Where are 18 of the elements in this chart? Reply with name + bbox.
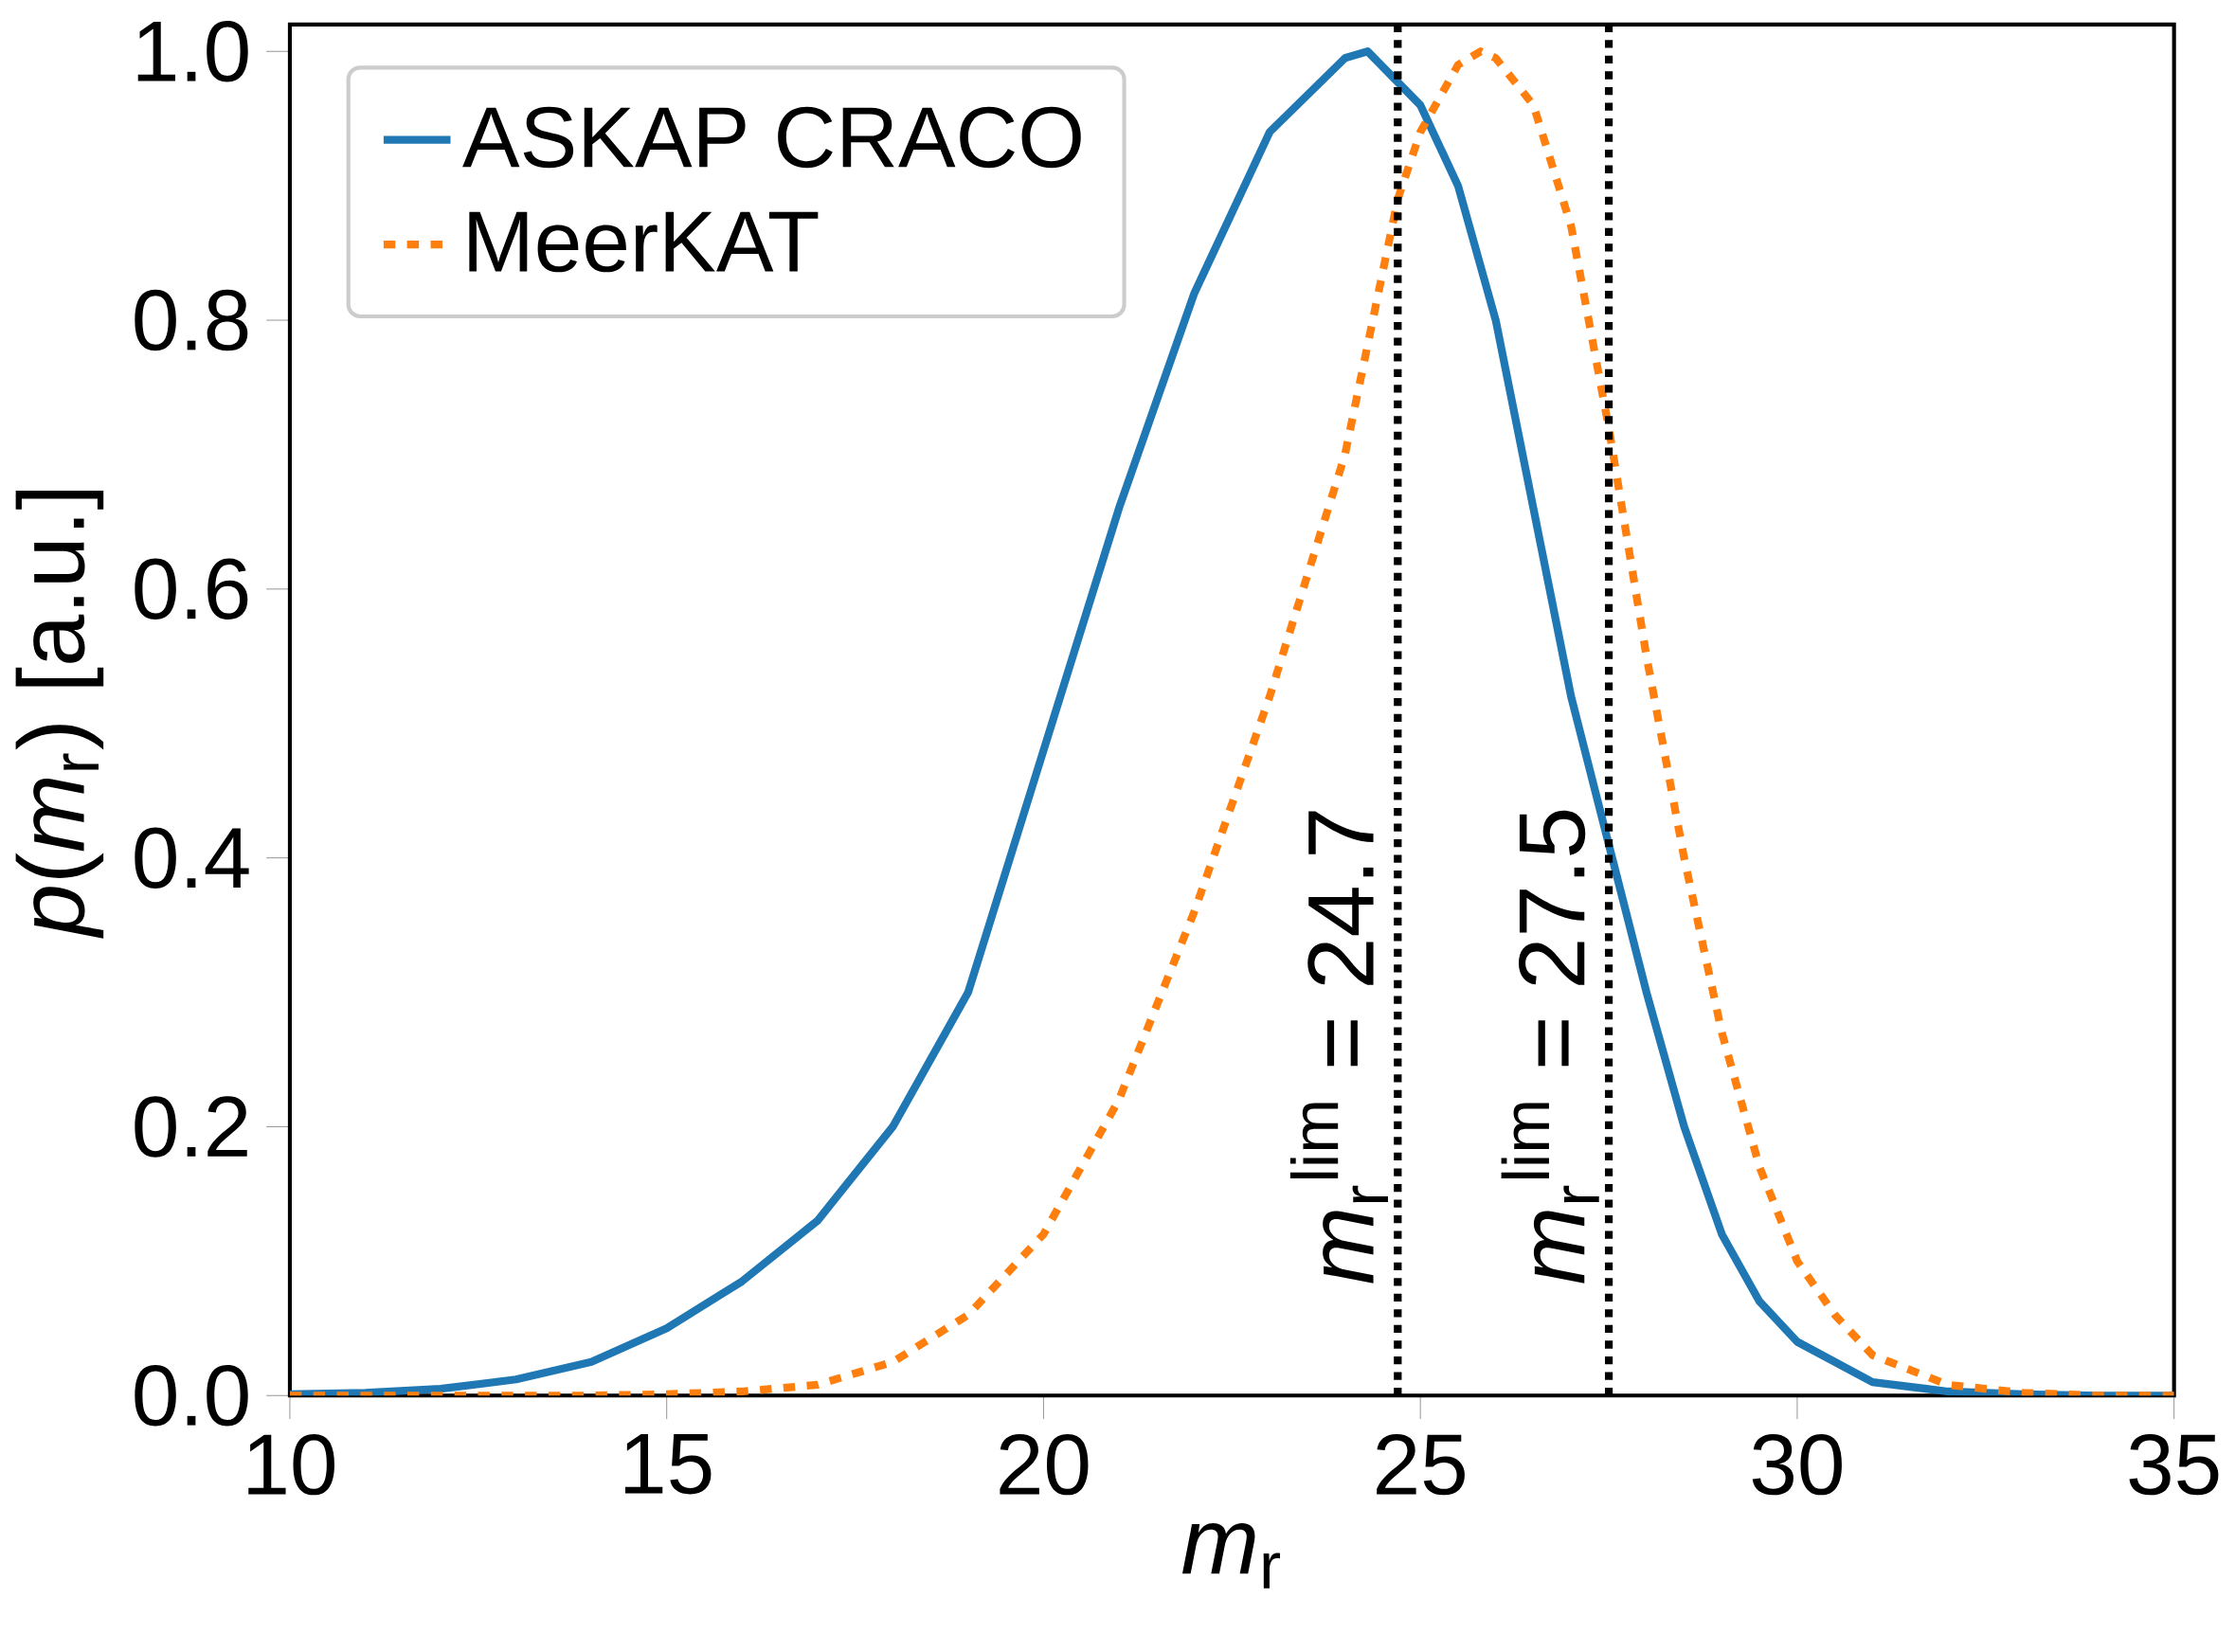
ref-line-label: m$_{r}$$^{lim}$ = 27.5	[1501, 810, 1599, 1284]
x-tick-label: 30	[1752, 1433, 1842, 1496]
y-axis-title: p(m$_{r}$) [a.u.]	[15, 491, 104, 939]
legend-label: ASKAP CRACO	[462, 106, 1081, 169]
x-axis-title: m$_{r}$	[1181, 1523, 1281, 1589]
y-tick-label: 1.0	[137, 21, 248, 82]
x-tick-label: 15	[625, 1433, 712, 1495]
x-tick-label: 25	[1377, 1433, 1465, 1496]
x-tick-label: 35	[2129, 1433, 2219, 1496]
y-tick-label: 0.0	[135, 1365, 248, 1427]
ref-line-label: m$_{r}$$^{lim}$ = 24.7	[1289, 811, 1388, 1284]
x-tick-label: 20	[1000, 1433, 1089, 1496]
legend-label: MeerKAT	[469, 211, 819, 273]
y-tick-label: 0.2	[135, 1096, 247, 1158]
y-tick-label: 0.4	[135, 827, 249, 889]
y-tick-label: 0.6	[135, 558, 248, 620]
y-tick-label: 0.8	[135, 289, 248, 351]
x-tick-label: 10	[248, 1433, 334, 1496]
